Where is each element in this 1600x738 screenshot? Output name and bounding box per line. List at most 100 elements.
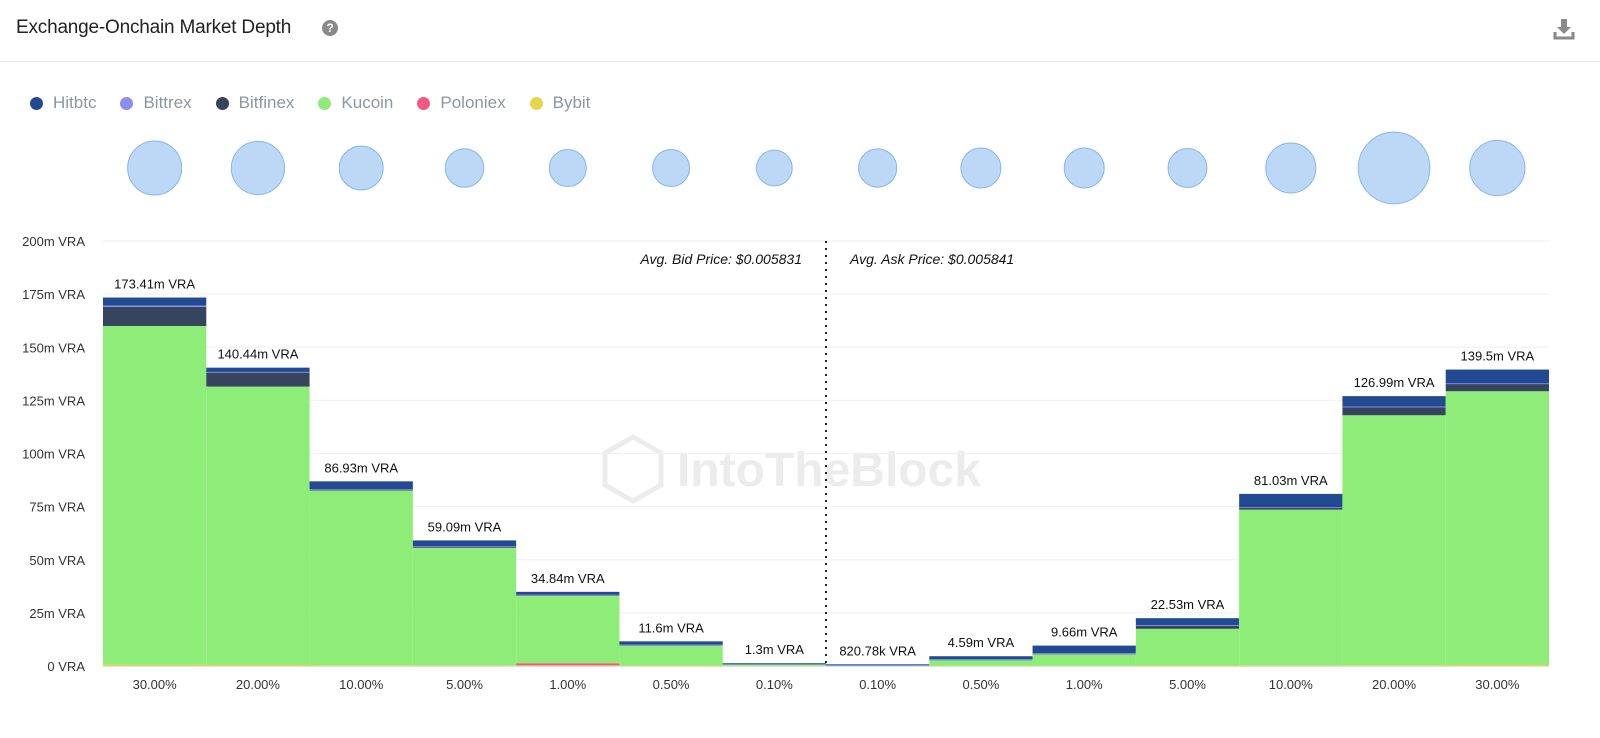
y-tick-label: 50m VRA (29, 553, 85, 568)
bar-total-label: 140.44m VRA (217, 347, 298, 362)
bar-segment-hitbtc (1032, 645, 1136, 654)
bar-segment-bittrex (1032, 653, 1136, 655)
x-tick-label: 30.00% (133, 677, 178, 692)
bar-total-label: 4.59m VRA (948, 635, 1015, 650)
bar-segment-bitfinex (1239, 507, 1343, 510)
bar-total-label: 173.41m VRA (114, 277, 195, 292)
bar-segment-bittrex (1342, 406, 1446, 408)
legend-label: Kucoin (341, 93, 394, 112)
bar-segment-bitfinex (412, 546, 517, 548)
bar-segment-kucoin (516, 595, 620, 664)
bar-segment-bybit (412, 665, 517, 667)
x-tick-label: 1.00% (549, 677, 586, 692)
bar-segment-bittrex (1445, 383, 1549, 385)
x-tick-label: 5.00% (1169, 677, 1206, 692)
bar-segment-bittrex (206, 371, 310, 373)
x-tick-label: 0.10% (859, 677, 896, 692)
bar-segment-kucoin (206, 386, 310, 665)
bar-segment-bittrex (412, 546, 517, 548)
question-circle-icon[interactable]: ? (322, 20, 338, 36)
y-tick-label: 200m VRA (22, 234, 85, 249)
legend-item-hitbtc[interactable]: Hitbtc (30, 93, 96, 113)
bar-segment-kucoin (309, 490, 413, 666)
bar-segment-bybit (1445, 664, 1549, 666)
bar-segment-bybit (309, 665, 413, 666)
depth-bubble (1167, 148, 1208, 188)
bar-total-label: 59.09m VRA (428, 519, 502, 534)
x-tick-label: 10.00% (1269, 677, 1314, 692)
legend-dot-icon (318, 96, 332, 110)
bar-segment-kucoin (619, 645, 723, 666)
depth-bubble (652, 148, 691, 188)
bar-segment-bittrex (826, 665, 930, 666)
y-tick-label: 150m VRA (22, 340, 85, 355)
x-tick-label: 20.00% (236, 677, 281, 692)
legend-dot-icon (529, 96, 543, 110)
legend-item-bitfinex[interactable]: Bitfinex (215, 93, 294, 113)
depth-bubble (1357, 131, 1431, 205)
bar-total-label: 126.99m VRA (1354, 375, 1435, 390)
watermark-text: IntoTheBlock (677, 444, 981, 497)
bar-segment-bittrex (103, 305, 207, 307)
bar-segment-bittrex (1239, 507, 1343, 508)
legend-item-bybit[interactable]: Bybit (529, 93, 590, 113)
y-tick-label: 75m VRA (29, 500, 85, 515)
bar-segment-hitbtc (1135, 618, 1240, 626)
bar-segment-bybit (619, 665, 723, 667)
watermark-logo-icon (602, 434, 664, 504)
depth-bubble (548, 148, 587, 188)
bar-segment-bitfinex (309, 489, 413, 491)
bar-segment-hitbtc (619, 641, 723, 645)
legend-item-bittrex[interactable]: Bittrex (120, 93, 192, 113)
page-title: Exchange-Onchain Market Depth (16, 17, 292, 38)
bar-segment-hitbtc (412, 540, 517, 547)
legend-item-kucoin[interactable]: Kucoin (318, 93, 393, 113)
bar-segment-bitfinex (1445, 383, 1549, 392)
depth-bubble (858, 148, 898, 188)
x-tick-label: 1.00% (1066, 677, 1103, 692)
legend-label: Poloniex (440, 93, 506, 112)
bar-segment-poloniex (516, 663, 620, 666)
y-tick-label: 100m VRA (22, 447, 85, 462)
bar-total-label: 139.5m VRA (1461, 349, 1535, 364)
legend-dot-icon (30, 96, 43, 110)
y-tick-label: 175m VRA (22, 287, 85, 302)
bar-segment-hitbtc (929, 656, 1033, 660)
bar-segment-bybit (1135, 665, 1240, 667)
x-tick-label: 0.50% (962, 677, 999, 692)
depth-bubble (127, 140, 183, 196)
bar-total-label: 34.84m VRA (531, 571, 605, 586)
bar-total-label: 9.66m VRA (1051, 625, 1118, 640)
x-tick-label: 20.00% (1372, 677, 1417, 692)
legend-label: Hitbtc (53, 93, 97, 112)
bar-segment-bitfinex (1342, 407, 1446, 416)
bar-segment-bybit (1239, 665, 1343, 667)
bar-segment-bybit (1342, 665, 1446, 666)
chart-legend: Hitbtc Bittrex Bitfinex Kucoin Poloniex Bybit (30, 92, 614, 114)
depth-bubble (338, 145, 384, 191)
depth-bubble (1265, 142, 1317, 194)
bar-segment-bittrex (619, 644, 723, 646)
depth-bubble (1063, 147, 1105, 189)
bar-segment-bittrex (309, 488, 413, 490)
bar-total-label: 1.3m VRA (745, 642, 805, 657)
bar-segment-bitfinex (206, 372, 310, 387)
bar-total-label: 22.53m VRA (1151, 597, 1225, 612)
bar-segment-kucoin (1445, 391, 1549, 665)
bar-segment-kucoin (1135, 628, 1240, 666)
bar-segment-kucoin (1239, 509, 1343, 666)
x-tick-label: 0.10% (756, 677, 793, 692)
depth-bubble (444, 148, 485, 188)
avg-bid-price-label: Avg. Bid Price: $0.005831 (639, 251, 802, 267)
bar-segment-bitfinex (103, 306, 207, 326)
bar-segment-bittrex (1135, 625, 1240, 626)
bar-total-label: 820.78k VRA (839, 643, 916, 658)
bar-segment-hitbtc (309, 481, 413, 489)
bar-total-label: 11.6m VRA (638, 620, 704, 635)
download-icon[interactable] (1553, 18, 1575, 40)
bar-segment-bittrex (929, 659, 1033, 660)
bar-segment-bybit (103, 664, 207, 666)
depth-bubble (960, 147, 1002, 189)
legend-item-poloniex[interactable]: Poloniex (417, 93, 506, 113)
